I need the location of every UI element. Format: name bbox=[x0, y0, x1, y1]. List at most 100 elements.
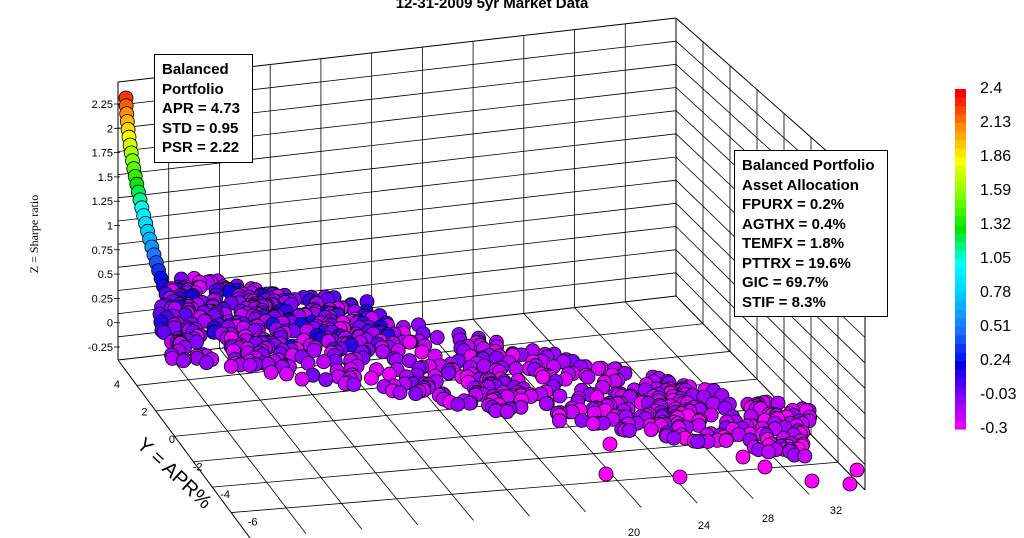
colorbar-swatch bbox=[955, 403, 966, 413]
z-tick-label: 1 bbox=[107, 221, 113, 233]
colorbar-swatch bbox=[955, 225, 966, 235]
z-tick-label: 1.5 bbox=[98, 172, 113, 184]
data-point bbox=[842, 476, 858, 492]
data-point bbox=[294, 371, 310, 387]
colorbar-swatch bbox=[955, 208, 966, 218]
z-tick-label: 1.75 bbox=[92, 148, 113, 160]
data-point bbox=[318, 372, 334, 388]
annotation-line: Balanced bbox=[162, 61, 229, 78]
annotation-line: APR = 4.73 bbox=[162, 100, 240, 117]
data-point bbox=[346, 377, 362, 392]
colorbar-swatch bbox=[955, 216, 966, 226]
colorbar-tick-label: 1.59 bbox=[980, 182, 1012, 199]
colorbar-swatch bbox=[955, 123, 966, 133]
data-point bbox=[375, 344, 391, 360]
colorbar-tick-label: 2.13 bbox=[980, 114, 1012, 131]
data-point bbox=[263, 364, 279, 380]
data-point bbox=[552, 388, 568, 404]
colorbar-swatch bbox=[955, 131, 966, 141]
colorbar-swatch bbox=[955, 301, 966, 311]
data-point bbox=[175, 353, 191, 369]
annotation-line: PSR = 2.22 bbox=[162, 139, 240, 156]
colorbar-swatch bbox=[955, 318, 966, 328]
data-point bbox=[402, 334, 418, 350]
x-tick-label: 20 bbox=[628, 527, 640, 538]
colorbar-swatch bbox=[955, 114, 966, 124]
data-point bbox=[643, 422, 659, 438]
x-tick-label: 32 bbox=[830, 505, 842, 517]
data-point bbox=[591, 361, 606, 376]
data-point bbox=[441, 365, 457, 381]
data-point bbox=[450, 396, 466, 412]
z-tick-label: 2.25 bbox=[92, 99, 113, 111]
data-point bbox=[621, 423, 637, 438]
data-point bbox=[199, 355, 215, 371]
data-point bbox=[580, 369, 596, 385]
balanced-portfolio-annotation: Balanced Portfolio APR = 4.73 STD = 0.95 PSR… bbox=[154, 54, 253, 163]
colorbar-swatch bbox=[955, 165, 966, 175]
data-point bbox=[499, 404, 515, 420]
data-point bbox=[306, 342, 322, 358]
colorbar-tick-label: 2.4 bbox=[980, 80, 1003, 97]
data-point bbox=[757, 459, 773, 475]
data-point bbox=[363, 370, 379, 386]
y-tick-label: 2 bbox=[141, 407, 147, 419]
z-tick-label: 0.75 bbox=[92, 245, 113, 257]
data-point bbox=[672, 469, 688, 485]
x-tick-label: 24 bbox=[698, 520, 710, 532]
asset-allocation-annotation: Balanced Portfolio Asset Allocation FPURX … bbox=[734, 150, 888, 317]
colorbar-swatch bbox=[955, 352, 966, 362]
annotation-line: TEMFX = 1.8% bbox=[742, 235, 845, 252]
colorbar-swatch bbox=[955, 182, 966, 192]
z-tick-label: 1.25 bbox=[92, 196, 113, 208]
colorbar-swatch bbox=[955, 174, 966, 184]
colorbar-labels: 2.4 2.13 1.86 1.59 1.32 1.05 0.78 0.51 0.24 -0.03… bbox=[980, 78, 1024, 438]
data-point bbox=[761, 444, 776, 460]
data-point bbox=[408, 386, 424, 402]
colorbar-tick-label: 0.78 bbox=[980, 284, 1012, 301]
y-tick-label: -2 bbox=[193, 462, 203, 474]
colorbar-swatch bbox=[955, 361, 966, 371]
colorbar-swatch bbox=[955, 157, 966, 167]
data-point bbox=[718, 433, 734, 448]
colorbar-swatch bbox=[955, 106, 966, 116]
colorbar-swatch bbox=[955, 276, 966, 286]
y-tick-label: -6 bbox=[248, 517, 258, 529]
z-tick-label: -0.25 bbox=[88, 342, 113, 354]
colorbar-swatch bbox=[955, 140, 966, 150]
chart-title: 12-31-2009 5yr Market Data bbox=[396, 0, 589, 12]
colorbar-tick-label: -0.03 bbox=[980, 386, 1017, 403]
data-point bbox=[539, 396, 554, 412]
colorbar-swatch bbox=[955, 233, 966, 243]
colorbar-swatch bbox=[955, 242, 966, 252]
z-tick-label: 0.25 bbox=[92, 293, 113, 305]
data-point bbox=[804, 473, 820, 489]
data-point bbox=[666, 430, 682, 446]
colorbar-swatch bbox=[955, 199, 966, 209]
data-point bbox=[316, 354, 332, 370]
colorbar-tick-label: 0.24 bbox=[980, 352, 1012, 369]
colorbar-swatch bbox=[955, 327, 966, 337]
data-point bbox=[552, 413, 567, 429]
data-point bbox=[279, 366, 295, 382]
x-tick-label: 28 bbox=[762, 513, 774, 525]
annotation-line: STD = 0.95 bbox=[162, 119, 239, 137]
annotation-line: GIC = 69.7% bbox=[742, 274, 829, 291]
colorbar-tick-label: 1.86 bbox=[980, 148, 1012, 165]
data-point bbox=[598, 466, 614, 482]
colorbar-swatch bbox=[955, 250, 966, 260]
scatter-points bbox=[118, 90, 865, 492]
colorbar-swatch bbox=[955, 335, 966, 345]
z-tick-label: 0 bbox=[107, 318, 113, 330]
colorbar-tick-label: 1.32 bbox=[980, 216, 1012, 233]
colorbar-swatch bbox=[955, 148, 966, 158]
colorbar-swatch bbox=[955, 412, 966, 422]
data-point bbox=[797, 448, 813, 464]
annotation-line: Portfolio bbox=[162, 80, 224, 98]
annotation-line: FPURX = 0.2% bbox=[742, 196, 845, 213]
colorbar-swatch bbox=[955, 89, 966, 99]
annotation-line: PTTRX = 19.6% bbox=[742, 254, 851, 272]
colorbar-swatch bbox=[955, 344, 966, 354]
colorbar-swatch bbox=[955, 267, 966, 277]
